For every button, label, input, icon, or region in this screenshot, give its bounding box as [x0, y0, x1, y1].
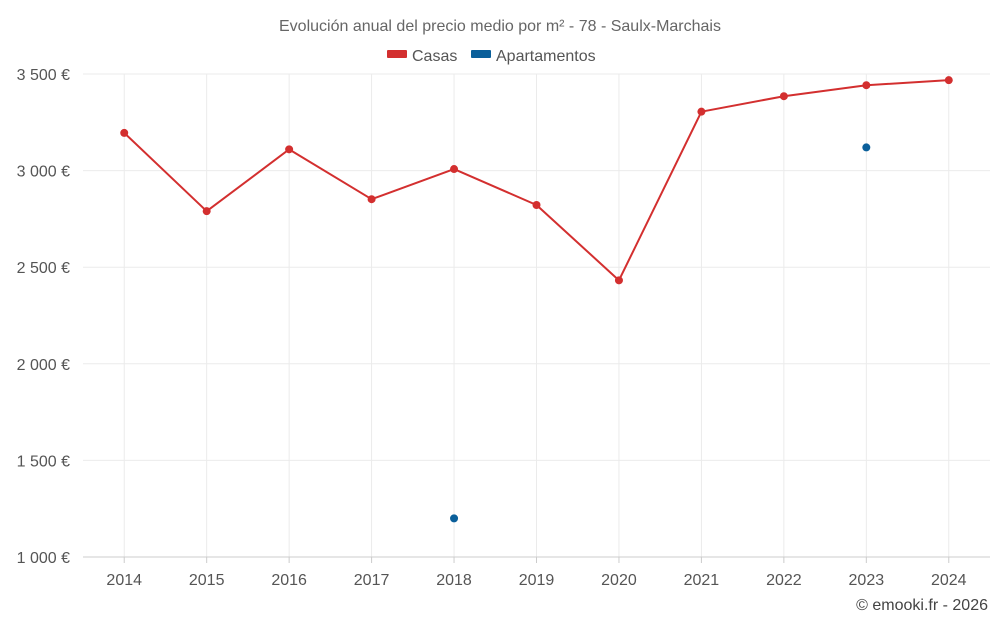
legend-item-casas[interactable]: Casas [387, 48, 457, 65]
grid-lines [83, 73, 990, 557]
legend-item-apartamentos[interactable]: Apartamentos [471, 48, 596, 65]
point-casas-2022[interactable] [779, 92, 788, 101]
point-casas-2020[interactable] [614, 276, 623, 285]
y-tick-label: 3 500 € [17, 67, 70, 84]
x-tick-label: 2015 [189, 572, 225, 589]
point-casas-2024[interactable] [944, 76, 953, 85]
point-casas-2017[interactable] [367, 195, 376, 204]
x-tick-label: 2014 [106, 572, 142, 589]
legend-swatch-casas [387, 50, 407, 58]
legend-label-casas: Casas [412, 48, 457, 65]
x-tick-label: 2020 [601, 572, 637, 589]
y-tick-label: 2 000 € [17, 357, 70, 374]
point-apartamentos-2018[interactable] [450, 514, 459, 523]
x-tick-label: 2023 [849, 572, 885, 589]
x-tick-label: 2018 [436, 572, 472, 589]
x-tick-label: 2016 [271, 572, 307, 589]
credit-text: © emooki.fr - 2026 [856, 597, 988, 614]
legend-swatch-apartamentos [471, 50, 491, 58]
legend-label-apartamentos: Apartamentos [496, 48, 596, 65]
point-casas-2018[interactable] [450, 165, 459, 174]
x-tick-label: 2019 [519, 572, 555, 589]
point-casas-2019[interactable] [532, 200, 541, 209]
legend: Casas Apartamentos [387, 48, 596, 65]
y-tick-label: 1 000 € [17, 550, 70, 567]
y-tick-label: 3 000 € [17, 164, 70, 181]
point-casas-2021[interactable] [697, 107, 706, 116]
point-casas-2015[interactable] [202, 207, 211, 216]
point-casas-2016[interactable] [285, 145, 294, 154]
series-layer [120, 76, 953, 523]
x-tick-label: 2021 [684, 572, 720, 589]
series-casas [120, 76, 953, 285]
y-tick-label: 2 500 € [17, 260, 70, 277]
x-axis: 2014 2015 2016 2017 2018 2019 2020 2021 2022 2023… [83, 556, 990, 589]
chart-title: Evolución anual del precio medio por m² … [279, 18, 721, 35]
series-apartamentos [450, 143, 871, 523]
x-tick-label: 2017 [354, 572, 390, 589]
point-apartamentos-2023[interactable] [862, 143, 871, 152]
y-tick-label: 1 500 € [17, 453, 70, 470]
y-axis: 1 000 € 1 500 € 2 000 € 2 500 € 3 000 € 3 500… [17, 67, 70, 567]
point-casas-2014[interactable] [120, 128, 129, 137]
x-tick-label: 2024 [931, 572, 967, 589]
x-tick-label: 2022 [766, 572, 802, 589]
point-casas-2023[interactable] [862, 81, 871, 90]
